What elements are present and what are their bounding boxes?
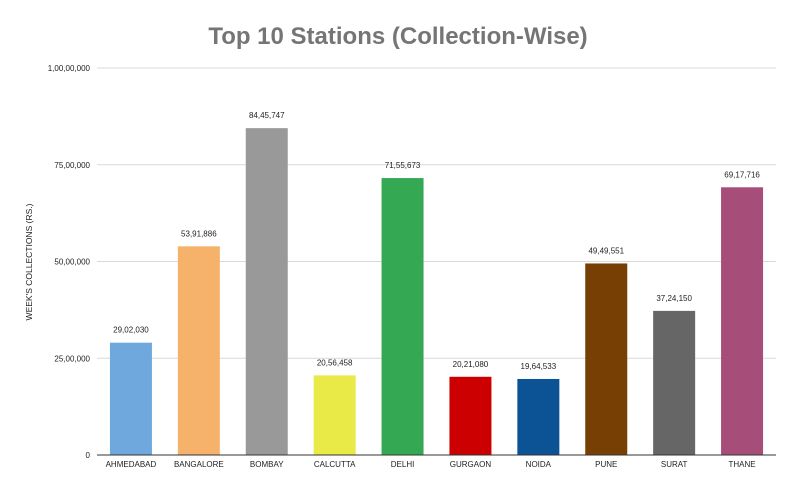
chart-title: Top 10 Stations (Collection-Wise) [208, 23, 587, 50]
x-tick-label: AHMEDABAD [106, 460, 157, 469]
y-tick-label: 25,00,000 [54, 354, 90, 363]
x-tick-label: PUNE [595, 460, 617, 469]
x-tick-label: DELHI [391, 460, 415, 469]
y-axis-title: WEEK'S COLLECTIONS (RS.) [24, 203, 34, 320]
data-label: 53,91,886 [181, 229, 217, 238]
x-tick-label: BOMBAY [250, 460, 284, 469]
bar-thane [721, 187, 764, 455]
x-tick-label: NOIDA [526, 460, 552, 469]
x-tick-label: CALCUTTA [314, 460, 356, 469]
y-tick-label: 50,00,000 [54, 258, 90, 267]
bar-ahmedabad [109, 342, 152, 455]
x-tick-label: BANGALORE [174, 460, 224, 469]
data-labels: 29,02,030 53,91,886 84,45,747 20,56,458 71,5… [113, 111, 760, 371]
bar-calcutta [313, 375, 356, 455]
data-label: 49,49,551 [588, 246, 624, 255]
y-tick-label: 1,00,00,000 [48, 64, 91, 73]
bar-pune [585, 263, 628, 455]
data-label: 84,45,747 [249, 111, 285, 120]
data-label: 20,56,458 [317, 358, 353, 367]
y-tick-label: 0 [86, 451, 91, 460]
bar-bangalore [177, 246, 220, 455]
bars [109, 128, 764, 456]
bar-gurgaon [449, 376, 492, 455]
x-tick-label: GURGAON [450, 460, 492, 469]
data-label: 19,64,533 [521, 362, 557, 371]
data-label: 37,24,150 [656, 294, 692, 303]
x-tick-label: SURAT [661, 460, 688, 469]
bar-surat [653, 310, 696, 455]
x-tick-label: THANE [728, 460, 755, 469]
bar-delhi [381, 178, 424, 456]
y-axis-ticks: 0 25,00,000 50,00,000 75,00,000 1,00,00,000 [48, 64, 91, 460]
data-label: 71,55,673 [385, 161, 421, 170]
bar-bombay [245, 128, 288, 455]
data-label: 20,21,080 [453, 360, 489, 369]
x-axis-categories: AHMEDABAD BANGALORE BOMBAY CALCUTTA DELHI GUR… [106, 460, 756, 469]
data-label: 69,17,716 [724, 170, 760, 179]
y-tick-label: 75,00,000 [54, 161, 90, 170]
bar-noida [517, 378, 560, 455]
data-label: 29,02,030 [113, 326, 149, 335]
